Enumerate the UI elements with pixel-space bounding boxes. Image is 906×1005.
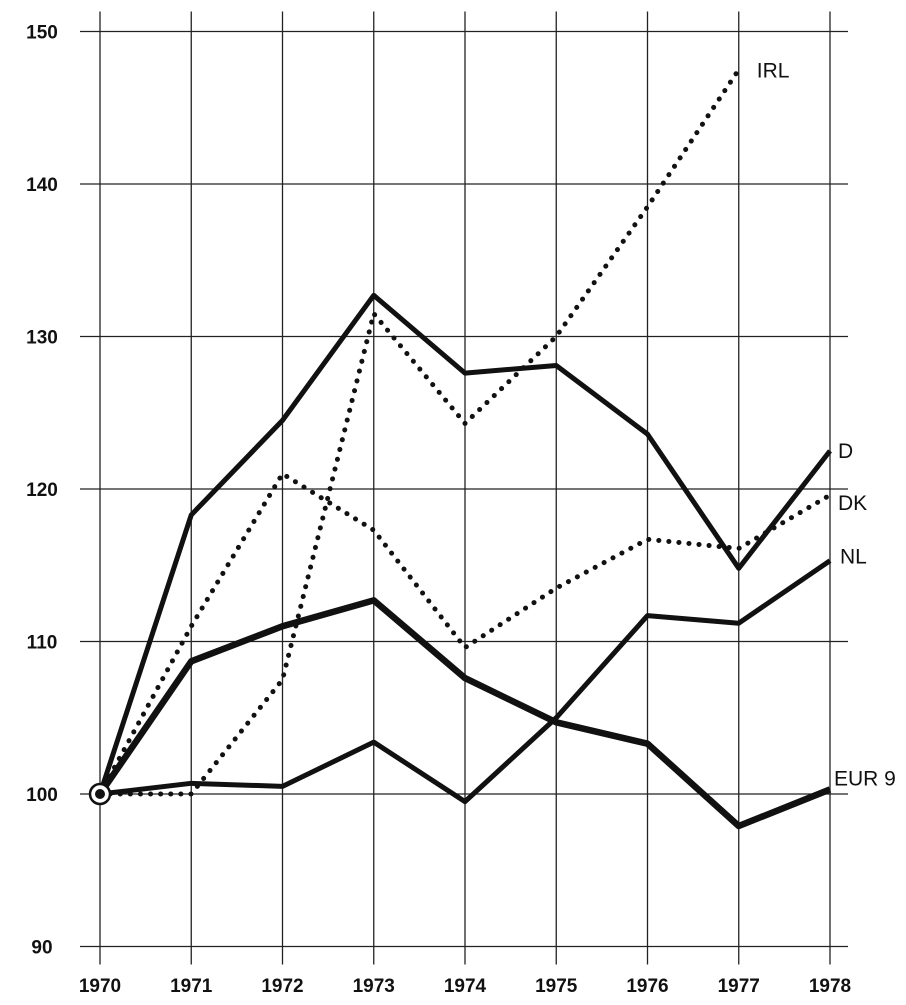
y-tick-label: 120 — [26, 480, 58, 501]
series-label-d: D — [838, 440, 853, 463]
y-tick-label: 90 — [31, 938, 52, 959]
grid — [80, 11, 848, 965]
x-tick-label: 1974 — [444, 976, 487, 997]
x-tick-label: 1971 — [170, 976, 213, 997]
y-tick-label: 100 — [26, 785, 58, 806]
x-tick-label: 1976 — [626, 976, 668, 997]
x-tick-label: 1978 — [809, 976, 851, 997]
y-tick-label: 150 — [26, 23, 58, 44]
x-tick-label: 1977 — [718, 976, 760, 997]
series-labels: IRL D DK NL EUR 9 — [757, 60, 896, 791]
series-label-eur9: EUR 9 — [834, 767, 896, 790]
series-label-dk: DK — [838, 492, 867, 515]
series-label-irl: IRL — [757, 60, 790, 83]
x-tick-label: 1973 — [353, 976, 395, 997]
series-line-irl — [97, 67, 742, 797]
y-tick-label: 140 — [26, 175, 58, 196]
series-line-d — [97, 292, 832, 795]
origin-marker — [88, 782, 112, 806]
series-label-nl: NL — [840, 546, 867, 569]
y-tick-label: 130 — [26, 328, 58, 349]
origin-dot — [95, 789, 105, 799]
axis-ticks: 90 100 110 120 130 140 150 1970 1971 1972 1973 1974… — [26, 23, 851, 998]
series-line-eur9 — [97, 597, 832, 830]
y-tick-label: 110 — [27, 633, 58, 654]
x-tick-label: 1972 — [261, 976, 303, 997]
series-lines — [97, 67, 833, 830]
x-tick-label: 1970 — [79, 976, 121, 997]
series-line-dk — [97, 471, 833, 797]
series-line-nl — [99, 558, 832, 805]
x-tick-label: 1975 — [535, 976, 578, 997]
